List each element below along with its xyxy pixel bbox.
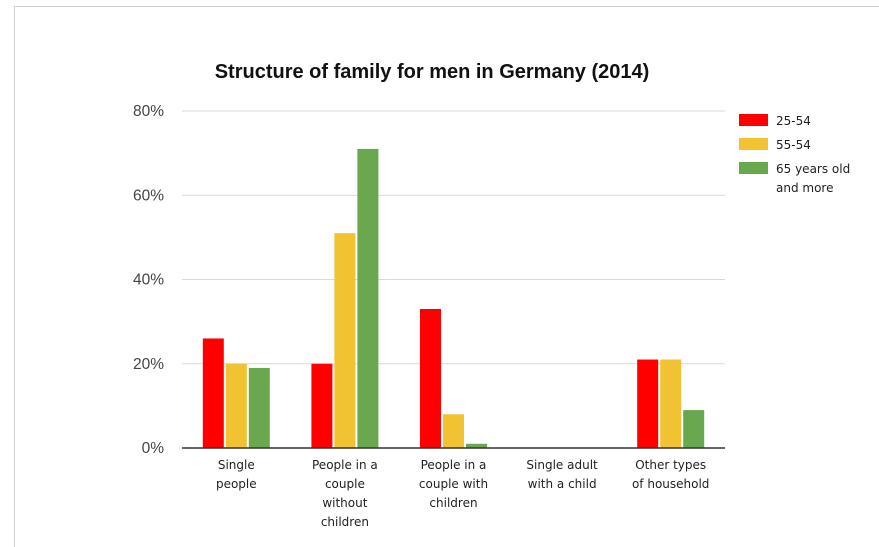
x-tick-label: People in a couple without children: [312, 458, 378, 529]
frame-top-border: [14, 6, 879, 7]
bar: [357, 148, 379, 448]
legend-swatch: [739, 114, 768, 126]
bar: [420, 308, 441, 448]
y-tick-label: 60%: [133, 187, 164, 204]
legend-label: 65 years old and more: [776, 162, 850, 195]
frame-left-border: [14, 6, 15, 547]
bar: [443, 414, 464, 448]
x-tick-label: Other types of household: [632, 458, 709, 491]
bar: [225, 363, 247, 448]
bar: [660, 359, 682, 448]
x-tick-label: People in a couple with children: [419, 458, 488, 510]
gridlines: [182, 110, 725, 365]
bar: [248, 367, 270, 448]
bar: [637, 359, 659, 448]
y-axis: 0% 20% 40% 60% 80%: [133, 103, 164, 457]
y-tick-label: 40%: [133, 272, 164, 289]
x-tick-label: Single people: [216, 458, 257, 491]
y-tick-label: 20%: [133, 356, 164, 373]
bar: [311, 363, 333, 448]
legend-label: 25-54: [776, 114, 811, 128]
legend-swatch: [739, 162, 768, 174]
y-tick-label: 0%: [142, 440, 165, 457]
legend-label: 55-54: [776, 138, 811, 152]
bar: [466, 443, 487, 448]
y-tick-label: 80%: [133, 103, 164, 120]
bars: [202, 148, 705, 448]
bar: [683, 410, 705, 448]
chart-title: Structure of family for men in Germany (…: [215, 61, 650, 83]
x-axis: Single people People in a couple without chil…: [216, 458, 709, 529]
legend-swatch: [739, 138, 768, 150]
legend: 25-54 55-54 65 years old and more: [739, 114, 850, 195]
bar: [334, 233, 356, 448]
bar: [202, 338, 224, 448]
x-tick-label: Single adult with a child: [526, 458, 598, 491]
